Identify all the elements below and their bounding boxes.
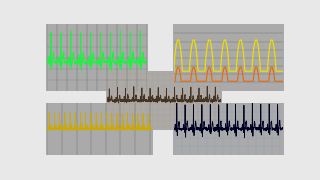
- FancyBboxPatch shape: [173, 24, 284, 91]
- FancyBboxPatch shape: [46, 24, 148, 91]
- FancyBboxPatch shape: [173, 103, 284, 155]
- FancyBboxPatch shape: [46, 103, 153, 155]
- FancyBboxPatch shape: [106, 71, 222, 130]
